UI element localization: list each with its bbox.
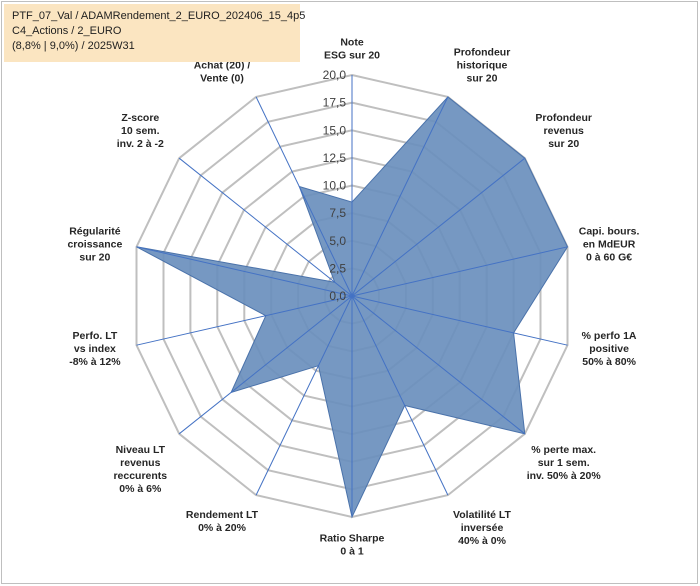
- axis-label: Niveau LT revenus reccurents 0% à 6%: [113, 444, 167, 495]
- tick-label: 0,0: [329, 289, 346, 303]
- title-line-performance: (8,8% | 9,0%) / 2025W31: [12, 40, 135, 52]
- tick-label: 7,5: [329, 206, 346, 220]
- tick-label: 17,5: [323, 96, 347, 110]
- axis-label: Rendement LT 0% à 20%: [186, 509, 259, 534]
- axis-label: Ratio Sharpe 0 à 1: [320, 532, 385, 557]
- axis-label: % perfo 1A positive 50% à 80%: [582, 330, 637, 368]
- axis-label-line: en MdEUR: [583, 239, 636, 251]
- axis-spoke: [351, 246, 568, 297]
- axis-label-line: croissance: [67, 239, 122, 251]
- tick-label: 12,5: [323, 151, 347, 165]
- axis-label-line: inv. 2 à -2: [117, 138, 164, 150]
- axis-label: Perfo. LT vs index -8% à 12%: [69, 330, 121, 368]
- axis-spoke: [255, 295, 353, 496]
- axis-spoke: [178, 295, 353, 435]
- axis-label-line: Z-score: [121, 112, 159, 124]
- tick-label: 20,0: [323, 68, 347, 82]
- axis-label: Volatilité LT inversée 40% à 0%: [453, 509, 512, 547]
- axis-label-line: sur 20: [548, 138, 579, 150]
- axis-label: % perte max. sur 1 sem. inv. 50% à 20%: [527, 444, 602, 482]
- axis-label-line: 10 sem.: [121, 125, 160, 137]
- axis-spoke: [136, 246, 353, 297]
- axis-label-line: 0 à 1: [340, 545, 364, 557]
- axis-label-line: % perte max.: [531, 444, 596, 456]
- axis-label: Capi. bours. en MdEUR 0 à 60 G€: [579, 226, 640, 264]
- axis-spoke: [351, 295, 568, 346]
- axis-label-line: sur 20: [467, 73, 498, 85]
- axis-label-line: sur 20: [79, 252, 110, 264]
- axis-label-line: Niveau LT: [116, 444, 166, 456]
- chart-title-box: PTF_07_Val / ADAMRendement_2_EURO_202406…: [4, 4, 306, 62]
- axis-spoke: [351, 295, 449, 496]
- axis-label-line: Ratio Sharpe: [320, 532, 385, 544]
- axis-label-line: inversée: [461, 522, 504, 534]
- axis-label-line: Capi. bours.: [579, 226, 640, 238]
- axis-spoke: [255, 96, 353, 297]
- tick-label: 2,5: [329, 261, 346, 275]
- tick-label: 5,0: [329, 234, 346, 248]
- axis-spoke: [136, 295, 353, 346]
- axis-label-line: 0% à 6%: [119, 483, 162, 495]
- axis-label: Profondeur historique sur 20: [454, 47, 511, 85]
- axis-label-line: vs index: [74, 343, 116, 355]
- axis-label-line: reccurents: [113, 470, 167, 482]
- axis-label-line: ESG sur 20: [324, 49, 380, 61]
- title-line-portfolio: PTF_07_Val / ADAMRendement_2_EURO_202406…: [12, 10, 306, 22]
- title-line-category: C4_Actions / 2_EURO: [12, 25, 122, 37]
- tick-label: 15,0: [323, 123, 347, 137]
- axis-label-line: Perfo. LT: [73, 330, 118, 342]
- axis-spoke: [351, 96, 449, 297]
- axis-label: Note ESG sur 20: [324, 36, 380, 61]
- axis-label-line: historique: [457, 60, 508, 72]
- axis-label-line: Volatilité LT: [453, 509, 512, 521]
- axis-label-line: % perfo 1A: [582, 330, 637, 342]
- axis-label-line: Vente (0): [200, 73, 244, 85]
- axis-label-line: Profondeur: [454, 47, 511, 59]
- axis-label: Régularité croissance sur 20: [67, 226, 122, 264]
- axis-spoke: [178, 157, 353, 297]
- tick-label: 10,0: [323, 179, 347, 193]
- radar-axes: [136, 75, 568, 517]
- axis-label-line: positive: [589, 343, 629, 355]
- axis-label-line: inv. 50% à 20%: [527, 470, 602, 482]
- axis-label: Z-score 10 sem. inv. 2 à -2: [117, 112, 164, 150]
- axis-label: Profondeur revenus sur 20: [535, 112, 592, 150]
- axis-spoke: [351, 295, 526, 435]
- axis-label-line: Régularité: [69, 226, 121, 238]
- axis-label-line: 0% à 20%: [198, 522, 247, 534]
- axis-label-line: 0 à 60 G€: [586, 252, 632, 264]
- axis-label-line: sur 1 sem.: [538, 457, 590, 469]
- axis-label-line: Note: [340, 36, 363, 48]
- axis-label-line: revenus: [120, 457, 160, 469]
- axis-label-line: Rendement LT: [186, 509, 259, 521]
- axis-label-line: Profondeur: [535, 112, 592, 124]
- axis-label-line: 40% à 0%: [458, 535, 507, 547]
- axis-label-line: -8% à 12%: [69, 356, 121, 368]
- axis-label-line: Achat (20) /: [194, 60, 251, 72]
- axis-spoke: [351, 157, 526, 297]
- axis-label-line: 50% à 80%: [582, 356, 636, 368]
- axis-label-line: revenus: [544, 125, 584, 137]
